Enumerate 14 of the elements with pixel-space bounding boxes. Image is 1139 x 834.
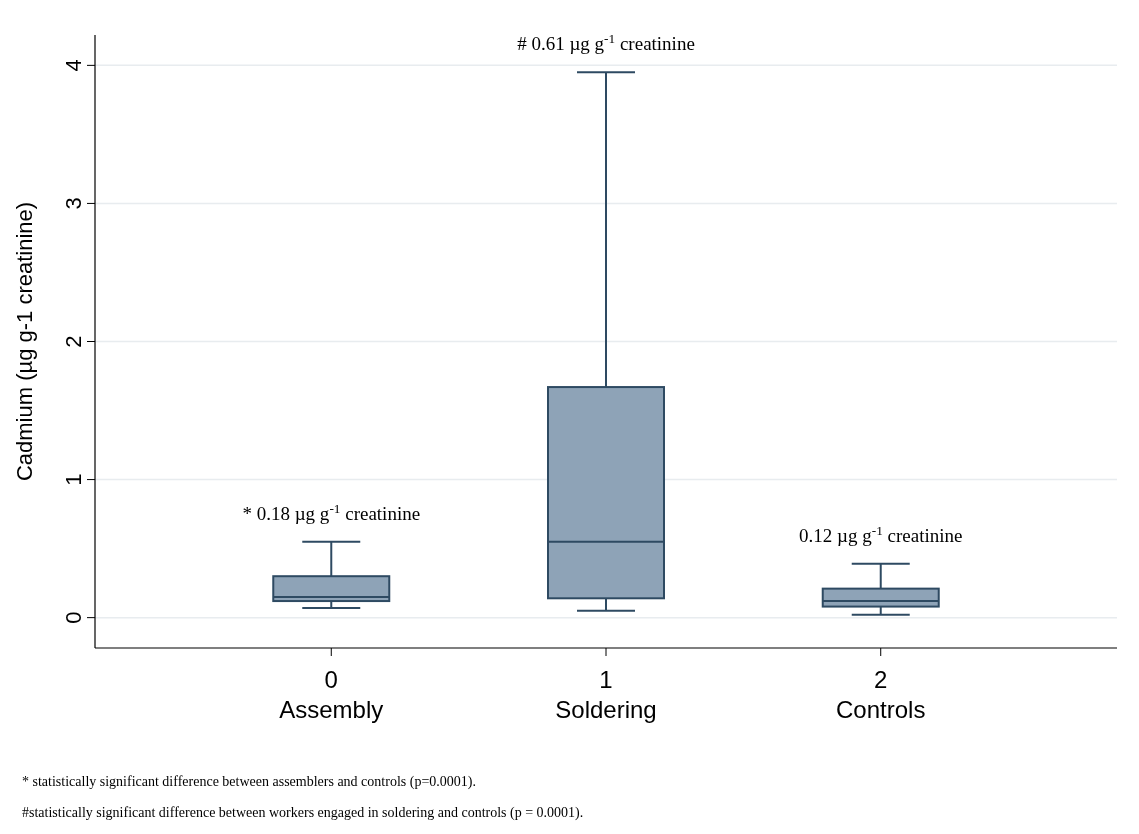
x-tick-label: 0 Assembly: [279, 666, 384, 723]
y-tick-label: 1: [61, 473, 86, 486]
text: #statistically significant difference between workers engaged in soldering and controls (p = 0.0001).: [22, 805, 584, 821]
y-tick-label: 3: [61, 197, 86, 210]
x-tick-label: 1 Soldering: [555, 666, 657, 723]
y-axis-title: Cadmium (µg g-1 creatinine): [12, 201, 37, 482]
annotation: * 0.18 µg g$^{-1}$ creatinine: [242, 500, 421, 524]
y-tick-label: 0: [61, 611, 86, 624]
x-tick-label: 2 Controls: [836, 666, 926, 723]
y-tick-label: 2: [61, 335, 86, 348]
annotation: 0.12 µg g$^{-1}$ creatinine: [799, 522, 963, 546]
annotation: # 0.61 µg g$^{-1}$ creatinine: [517, 30, 695, 55]
text: * statistically significant difference between assemblers and controls (p=0.0001).: [22, 774, 476, 790]
y-tick-label: 4: [61, 59, 86, 72]
